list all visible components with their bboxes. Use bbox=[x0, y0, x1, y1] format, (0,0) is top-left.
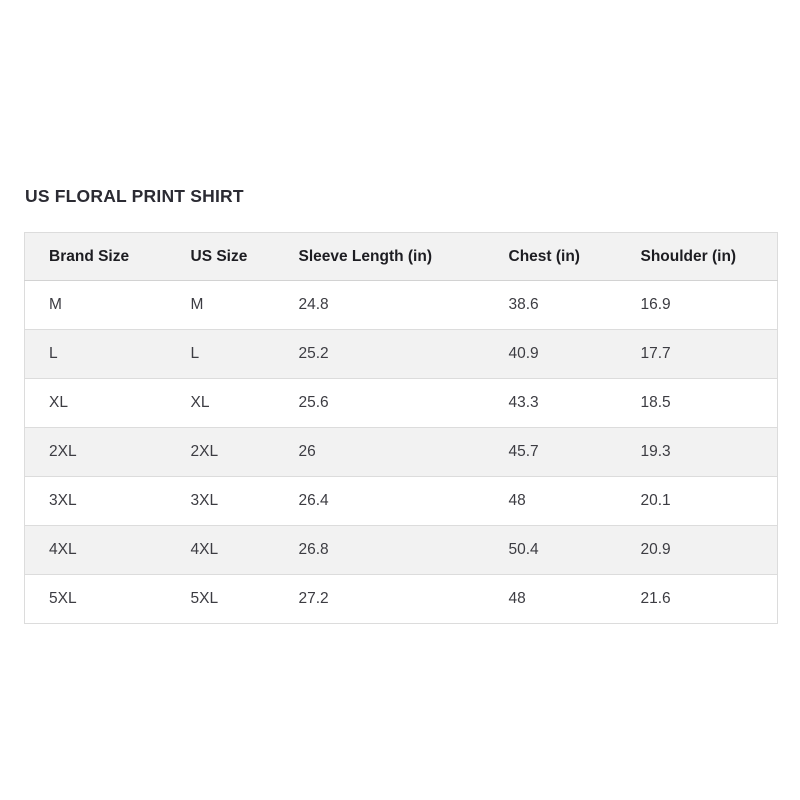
cell-brand-size: 3XL bbox=[24, 476, 167, 526]
cell-shoulder: 16.9 bbox=[616, 280, 778, 330]
cell-us-size: 4XL bbox=[166, 525, 275, 575]
size-chart-table: Brand Size US Size Sleeve Length (in) Ch… bbox=[24, 232, 778, 624]
cell-chest: 43.3 bbox=[484, 378, 617, 428]
cell-sleeve-length: 26.4 bbox=[274, 476, 485, 526]
cell-shoulder: 17.7 bbox=[616, 329, 778, 379]
table-row: 5XL 5XL 27.2 48 21.6 bbox=[25, 575, 778, 624]
column-header-sleeve-length: Sleeve Length (in) bbox=[274, 232, 485, 281]
cell-brand-size: 4XL bbox=[24, 525, 167, 575]
cell-brand-size: XL bbox=[24, 378, 167, 428]
cell-chest: 48 bbox=[484, 476, 617, 526]
cell-sleeve-length: 26 bbox=[274, 427, 485, 477]
column-header-chest: Chest (in) bbox=[484, 232, 617, 281]
cell-us-size: L bbox=[166, 329, 275, 379]
table-row: L L 25.2 40.9 17.7 bbox=[24, 329, 778, 379]
table-row: M M 24.8 38.6 16.9 bbox=[24, 280, 778, 330]
page-title: US FLORAL PRINT SHIRT bbox=[25, 186, 244, 206]
cell-shoulder: 20.1 bbox=[616, 476, 778, 526]
cell-us-size: M bbox=[166, 280, 275, 330]
cell-shoulder: 20.9 bbox=[616, 525, 778, 575]
cell-brand-size: 2XL bbox=[24, 427, 167, 477]
column-header-brand-size: Brand Size bbox=[24, 232, 167, 281]
cell-chest: 50.4 bbox=[484, 525, 617, 575]
table-header: Brand Size US Size Sleeve Length (in) Ch… bbox=[24, 232, 778, 281]
cell-brand-size: 5XL bbox=[49, 590, 77, 607]
cell-sleeve-length: 26.8 bbox=[274, 525, 485, 575]
cell-brand-size: M bbox=[24, 280, 167, 330]
cell-us-size: 3XL bbox=[166, 476, 275, 526]
cell-chest: 48 bbox=[508, 590, 526, 607]
table-row: 2XL 2XL 26 45.7 19.3 bbox=[24, 427, 778, 477]
size-chart-table-container: Brand Size US Size Sleeve Length (in) Ch… bbox=[24, 232, 778, 624]
column-header-shoulder: Shoulder (in) bbox=[616, 232, 778, 281]
cell-sleeve-length: 25.6 bbox=[274, 378, 485, 428]
cell-chest: 38.6 bbox=[484, 280, 617, 330]
cell-chest: 45.7 bbox=[484, 427, 617, 477]
cell-brand-size: L bbox=[24, 329, 167, 379]
cell-sleeve-length: 27.2 bbox=[298, 590, 329, 607]
cell-sleeve-length: 24.8 bbox=[274, 280, 485, 330]
table-row: 3XL 3XL 26.4 48 20.1 bbox=[24, 476, 778, 526]
cell-us-size: 5XL bbox=[190, 590, 219, 607]
column-header-us-size: US Size bbox=[166, 232, 275, 281]
cell-sleeve-length: 25.2 bbox=[274, 329, 485, 379]
cell-shoulder: 21.6 bbox=[640, 590, 671, 607]
cell-us-size: 2XL bbox=[166, 427, 275, 477]
table-row: XL XL 25.6 43.3 18.5 bbox=[24, 378, 778, 428]
table-body: M M 24.8 38.6 16.9 L L 25.2 40.9 17.7 XL… bbox=[24, 280, 778, 624]
cell-shoulder: 19.3 bbox=[616, 427, 778, 477]
table-row: 4XL 4XL 26.8 50.4 20.9 bbox=[24, 525, 778, 575]
cell-us-size: XL bbox=[166, 378, 275, 428]
table-header-row: Brand Size US Size Sleeve Length (in) Ch… bbox=[24, 232, 778, 281]
cell-shoulder: 18.5 bbox=[616, 378, 778, 428]
cell-chest: 40.9 bbox=[484, 329, 617, 379]
